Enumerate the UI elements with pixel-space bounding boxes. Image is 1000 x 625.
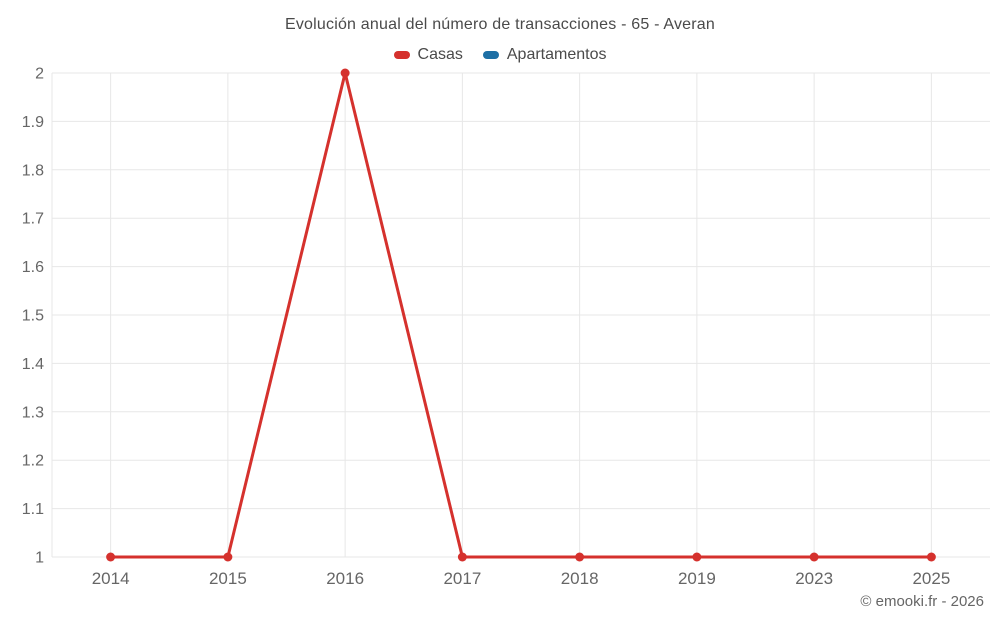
legend-label: Apartamentos [506, 46, 607, 63]
data-point-marker [106, 552, 116, 562]
legend-label: Casas [417, 46, 463, 63]
x-axis-tick-label: 2019 [678, 569, 716, 588]
y-axis-tick-label: 1.3 [22, 404, 44, 421]
x-axis-tick-label: 2014 [92, 569, 130, 588]
y-axis-tick-label: 1.5 [22, 308, 44, 325]
x-axis-tick-label: 2016 [326, 569, 364, 588]
data-point-marker [340, 68, 350, 78]
x-axis-tick-label: 2018 [561, 569, 599, 588]
y-axis-tick-label: 1.6 [22, 259, 44, 276]
data-point-marker [926, 552, 936, 562]
chart-title: Evolución anual del número de transaccio… [284, 16, 716, 33]
y-axis-tick-label: 1.4 [22, 356, 44, 373]
y-axis-tick-label: 1.9 [22, 114, 44, 131]
x-axis-tick-label: 2023 [795, 569, 833, 588]
y-axis-tick-label: 1.2 [22, 453, 44, 470]
y-axis-tick-label: 1 [35, 550, 44, 567]
data-point-marker [457, 552, 467, 562]
y-axis-tick-label: 1.8 [22, 162, 44, 179]
legend: Casas Apartamentos [0, 46, 1000, 64]
data-point-marker [809, 552, 819, 562]
y-axis-tick-label: 1.7 [22, 211, 44, 228]
x-axis-tick-label: 2015 [209, 569, 247, 588]
y-axis-tick-label: 1.1 [22, 501, 44, 518]
series-line-casas [109, 71, 933, 559]
casas-series-swatch-icon [393, 51, 410, 59]
x-axis-tick-label: 2017 [443, 569, 481, 588]
y-axis-tick-label: 2 [35, 66, 44, 83]
legend-item-casas[interactable]: Casas [393, 46, 463, 64]
legend-item-apartamentos[interactable]: Apartamentos [482, 46, 607, 64]
data-point-marker [223, 552, 233, 562]
data-point-marker [575, 552, 585, 562]
x-axis-tick-label: 2025 [912, 569, 950, 588]
footer-credit[interactable]: © emooki.fr - 2026 [860, 593, 984, 610]
apartamentos-series-swatch-icon [482, 51, 499, 59]
data-point-marker [692, 552, 702, 562]
